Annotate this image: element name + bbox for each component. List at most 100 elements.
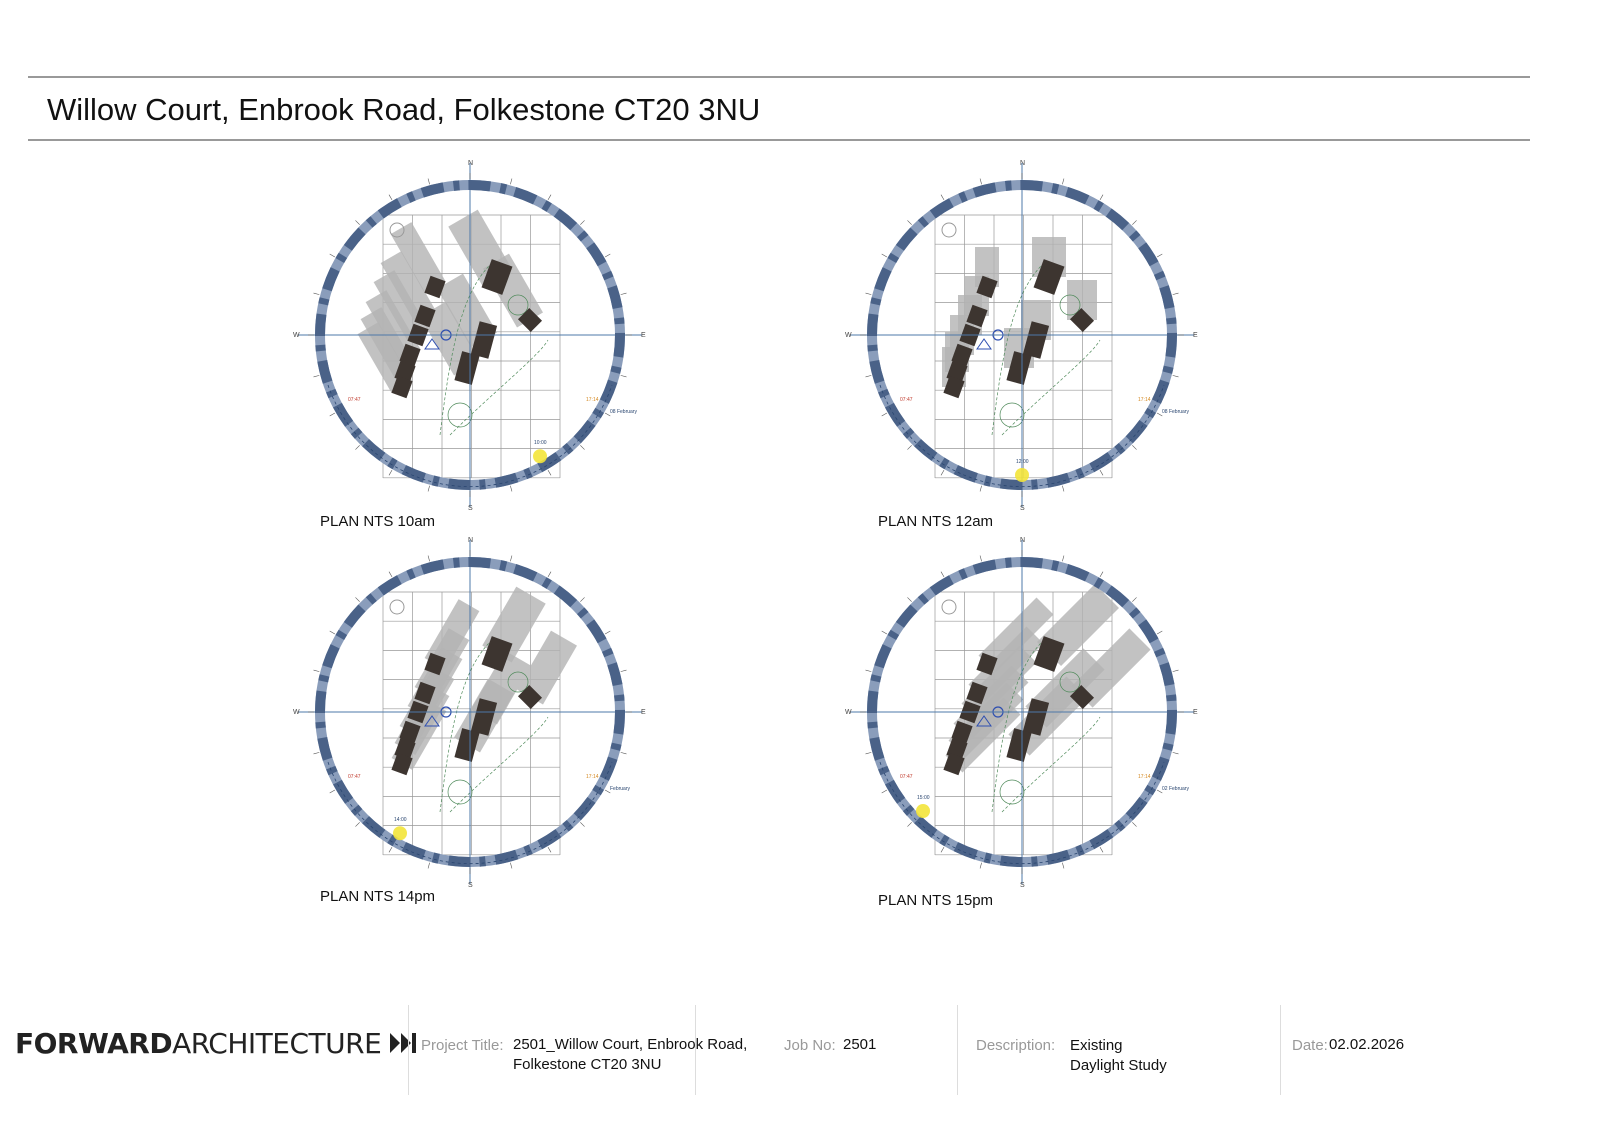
sun-icon [916, 803, 931, 818]
compass-tick [881, 412, 888, 417]
company-logo: FORWARDARCHITECTURE [15, 1027, 418, 1060]
house [424, 652, 446, 676]
sunset-label: 17:14 [586, 397, 599, 403]
compass-tick [388, 469, 393, 476]
plan-caption-15pm: PLAN NTS 15pm [878, 892, 994, 909]
date-label: 08 February [610, 409, 637, 415]
tree-icon [507, 294, 529, 316]
house [414, 681, 436, 705]
tree-icon [1059, 294, 1081, 316]
tree-icon [447, 402, 473, 428]
compass-n-label: N [1020, 160, 1025, 167]
compass-tick [1062, 555, 1065, 562]
project-title-value: 2501_Willow Court, Enbrook Road, Folkest… [513, 1035, 747, 1075]
house [966, 681, 988, 705]
house [391, 752, 413, 776]
compass-tick [979, 555, 982, 562]
header-rule-top [28, 76, 1530, 78]
job-no-value: 2501 [843, 1036, 877, 1053]
compass-n-label: N [468, 537, 473, 544]
sun-path [327, 761, 613, 864]
compass-tick [979, 178, 982, 185]
building [1022, 321, 1050, 359]
site-contours [991, 264, 1101, 436]
compass-e-label: E [641, 332, 646, 339]
compass-tick [427, 862, 430, 869]
tree-icon [999, 779, 1025, 805]
logo-bold-text: FORWARD [15, 1027, 173, 1060]
sun-path-diagram: 12:00 08 February 07:47 17:14 N S E W [845, 160, 1198, 512]
compass-tick [907, 445, 912, 450]
fast-forward-icon [389, 1033, 416, 1053]
compass-tick [313, 292, 320, 295]
tree-icon [1059, 671, 1081, 693]
compass-tick [547, 571, 552, 578]
compass-tick [580, 822, 585, 827]
compass-tick [865, 669, 872, 672]
building-shadow [1071, 628, 1151, 708]
compass-tick [940, 469, 945, 476]
compass-tick [1099, 571, 1104, 578]
building [517, 307, 543, 333]
date-value: 02.02.2026 [1329, 1036, 1405, 1053]
building [1006, 728, 1032, 762]
sunrise-label: 07:47 [900, 774, 913, 780]
north-badge-icon [389, 222, 405, 238]
building [1069, 307, 1095, 333]
description-label: Description: [976, 1037, 1056, 1054]
project-title-line2: Folkestone CT20 3NU [513, 1056, 662, 1073]
house [943, 375, 965, 399]
compass-tick [388, 571, 393, 578]
compass-tick [355, 597, 360, 602]
description-line1: Existing [1070, 1037, 1123, 1054]
compass-tick [1062, 485, 1065, 492]
compass-tick [881, 789, 888, 794]
sun-path [327, 384, 613, 487]
tree-icon [507, 671, 529, 693]
house [424, 275, 446, 299]
compass-tick [580, 220, 585, 225]
sun-path [879, 384, 1165, 487]
compass-tick [355, 445, 360, 450]
compass-n-label: N [468, 160, 473, 167]
building [454, 728, 480, 762]
compass-tick [388, 846, 393, 853]
date-label: 08 February [1162, 409, 1189, 415]
compass-e-label: E [1193, 332, 1198, 339]
tree-icon [447, 779, 473, 805]
compass-tick [510, 555, 513, 562]
compass-tick [510, 178, 513, 185]
project-title-label: Project Title: [421, 1037, 504, 1054]
compass-ring-segments [867, 557, 1177, 867]
warning-marker-icon [976, 338, 992, 350]
compass-tick [547, 469, 552, 476]
building [454, 351, 480, 385]
building-shadow [373, 270, 429, 342]
description-value: Existing Daylight Study [1070, 1036, 1167, 1076]
logo-light-text: ARCHITECTURE [172, 1027, 382, 1060]
compass-tick [604, 630, 611, 635]
compass-tick [979, 485, 982, 492]
footer-divider [695, 1005, 696, 1095]
house [951, 720, 973, 744]
footer-divider [957, 1005, 958, 1095]
compass-tick [907, 822, 912, 827]
building [1022, 698, 1050, 736]
compass-w-label: W [293, 332, 300, 339]
compass-tick [355, 822, 360, 827]
compass-tick [1132, 822, 1137, 827]
compass-tick [1099, 469, 1104, 476]
compass-tick [1172, 752, 1179, 755]
site-contours [439, 264, 549, 436]
sunrise-label: 07:47 [348, 397, 361, 403]
house [943, 752, 965, 776]
compass-tick [1172, 375, 1179, 378]
tree-icon [999, 402, 1025, 428]
header-rule-bottom [28, 139, 1530, 141]
compass-tick [427, 555, 430, 562]
house [951, 343, 973, 367]
building [1033, 259, 1065, 295]
warning-marker-icon [976, 715, 992, 727]
sun-plan-15pm: 15:00 02 February 07:47 17:14 N S E W [832, 522, 1212, 902]
sunset-label: 17:14 [1138, 774, 1151, 780]
